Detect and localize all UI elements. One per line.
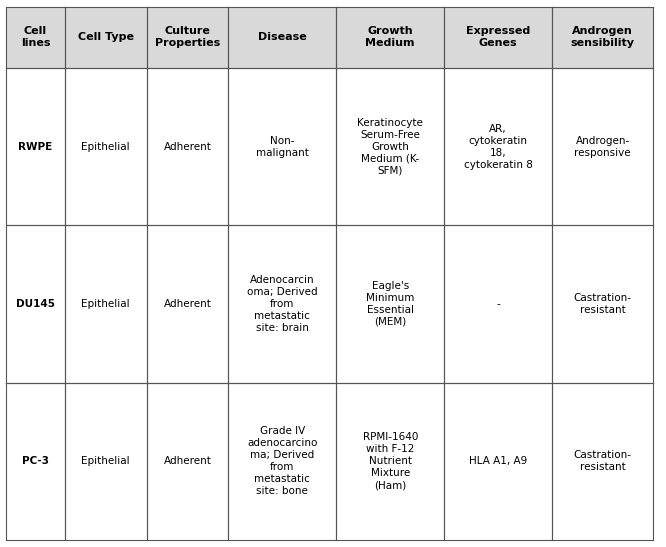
Bar (228, 68, 336, 225)
Bar (336, 7, 444, 68)
Bar (444, 68, 552, 225)
Text: AR,
cytokeratin
18,
cytokeratin 8: AR, cytokeratin 18, cytokeratin 8 (464, 124, 533, 170)
Text: Expressed
Genes: Expressed Genes (466, 26, 530, 49)
Text: Growth
Medium: Growth Medium (366, 26, 415, 49)
Text: Androgen-
responsive: Androgen- responsive (575, 136, 631, 158)
Text: Keratinocyte
Serum-Free
Growth
Medium (K-
SFM): Keratinocyte Serum-Free Growth Medium (K… (357, 118, 423, 176)
Bar (336, 68, 444, 225)
Text: Cell
lines: Cell lines (21, 26, 50, 49)
Text: Epithelial: Epithelial (81, 142, 130, 152)
Bar (228, 7, 336, 68)
Text: Epithelial: Epithelial (81, 299, 130, 309)
Bar (6, 225, 65, 383)
Bar (65, 7, 147, 68)
Bar (444, 383, 552, 540)
Bar (444, 7, 552, 68)
Text: HLA A1, A9: HLA A1, A9 (469, 456, 527, 467)
Bar (552, 225, 653, 383)
Bar (336, 225, 444, 383)
Bar (552, 68, 653, 225)
Bar (6, 68, 65, 225)
Text: PC-3: PC-3 (22, 456, 49, 467)
Text: RWPE: RWPE (18, 142, 53, 152)
Bar (147, 7, 228, 68)
Text: Adherent: Adherent (164, 299, 211, 309)
Text: -: - (496, 299, 500, 309)
Bar (228, 383, 336, 540)
Text: DU145: DU145 (16, 299, 55, 309)
Bar (65, 225, 147, 383)
Bar (65, 383, 147, 540)
Text: Grade IV
adenocarcino
ma; Derived
from
metastatic
site: bone: Grade IV adenocarcino ma; Derived from m… (247, 426, 318, 496)
Text: Disease: Disease (258, 32, 306, 43)
Bar (336, 383, 444, 540)
Text: Androgen
sensibility: Androgen sensibility (571, 26, 635, 49)
Text: Non-
malignant: Non- malignant (256, 136, 309, 158)
Text: RPMI-1640
with F-12
Nutrient
Mixture
(Ham): RPMI-1640 with F-12 Nutrient Mixture (Ha… (362, 432, 418, 490)
Bar (552, 7, 653, 68)
Text: Adherent: Adherent (164, 456, 211, 467)
Bar (147, 68, 228, 225)
Text: Epithelial: Epithelial (81, 456, 130, 467)
Bar (65, 68, 147, 225)
Text: Culture
Properties: Culture Properties (155, 26, 220, 49)
Bar (147, 383, 228, 540)
Bar (147, 225, 228, 383)
Bar (552, 383, 653, 540)
Text: Castration-
resistant: Castration- resistant (574, 293, 632, 315)
Bar (6, 7, 65, 68)
Bar (6, 383, 65, 540)
Text: Cell Type: Cell Type (78, 32, 134, 43)
Bar (228, 225, 336, 383)
Text: Adherent: Adherent (164, 142, 211, 152)
Bar (444, 225, 552, 383)
Text: Castration-
resistant: Castration- resistant (574, 450, 632, 472)
Text: Eagle's
Minimum
Essential
(MEM): Eagle's Minimum Essential (MEM) (366, 281, 414, 327)
Text: Adenocarcin
oma; Derived
from
metastatic
site: brain: Adenocarcin oma; Derived from metastatic… (247, 275, 318, 333)
